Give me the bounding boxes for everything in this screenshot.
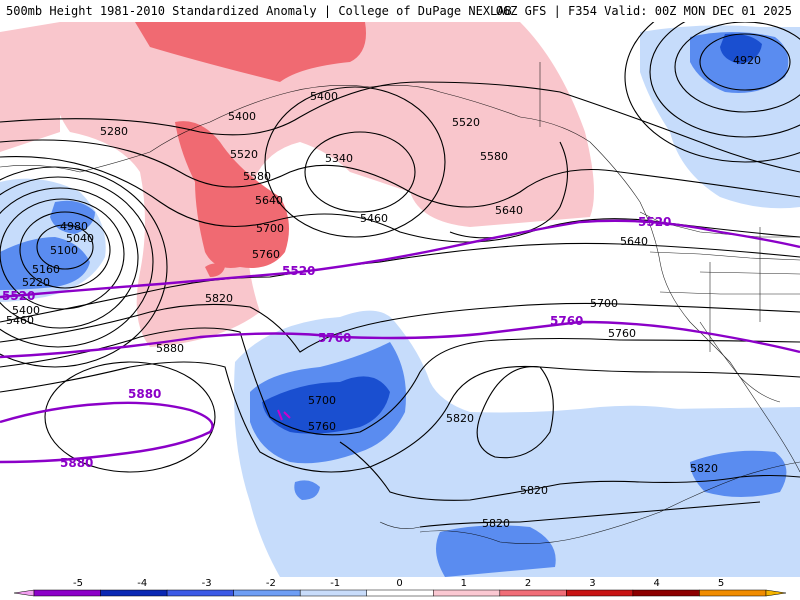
low-center-marker	[277, 409, 291, 421]
negative-anomaly-medium-southwest-blob	[294, 480, 320, 500]
contour-label: 5460	[6, 314, 34, 327]
contour-label: 5400	[310, 90, 338, 103]
legend-colorbar	[13, 589, 787, 597]
contour-label: 5580	[243, 170, 271, 183]
contour-label: 5280	[100, 125, 128, 138]
legend-tick-label: 0	[396, 578, 402, 589]
heavy-contour-label: 5880	[128, 387, 161, 401]
negative-anomaly-medium-south-bottom	[436, 525, 556, 577]
contour-label: 5760	[608, 327, 636, 340]
legend-color-swatch	[699, 589, 767, 597]
contour-label: 5640	[495, 204, 523, 217]
positive-anomaly-medium-blob	[205, 263, 225, 277]
negative-anomaly-medium-southeast	[690, 450, 787, 497]
heavy-contour-label: 5880	[60, 456, 93, 470]
contour-label: 5220	[22, 276, 50, 289]
contour-label: 5760	[252, 248, 280, 261]
legend-color-swatch	[632, 589, 700, 597]
legend-under-arrow	[13, 589, 35, 597]
contour-label: 5700	[256, 222, 284, 235]
heavy-contour-label: 5760	[318, 331, 351, 345]
legend-tick-label: 4	[654, 578, 660, 589]
contour-labels: 5280 5400 5400 5340 5520 5520 5580 5580 …	[6, 54, 761, 530]
legend-color-swatch	[100, 589, 168, 597]
legend-color-swatch	[299, 589, 367, 597]
legend-tick-label: 1	[461, 578, 467, 589]
contour-label: 5460	[360, 212, 388, 225]
contour-label: 5640	[620, 235, 648, 248]
legend-over-arrow	[765, 589, 787, 597]
heavy-contour-label: 5520	[282, 264, 315, 278]
legend-tick-label: 2	[525, 578, 531, 589]
heavy-contour-label: 5520	[2, 289, 35, 303]
legend-color-swatch	[499, 589, 567, 597]
contour-label: 4980	[60, 220, 88, 233]
contour-label: 5820	[690, 462, 718, 475]
contour-label: 5340	[325, 152, 353, 165]
contour-label: 5760	[308, 420, 336, 433]
contour-label: 5820	[482, 517, 510, 530]
legend-tick-label: 5	[718, 578, 724, 589]
contour-label: 4920	[733, 54, 761, 67]
positive-anomaly-medium-center	[175, 121, 289, 269]
negative-anomaly-dark-northeast	[720, 33, 762, 64]
contour-label: 5400	[228, 110, 256, 123]
contour-label: 5100	[50, 244, 78, 257]
legend-color-swatch	[33, 589, 101, 597]
legend-color-swatch	[233, 589, 301, 597]
legend-color-swatch	[166, 589, 234, 597]
height-contours	[0, 22, 800, 528]
positive-anomaly-light-west	[0, 22, 60, 152]
positive-anomaly-light-north	[52, 22, 594, 347]
contour-label: 5040	[66, 232, 94, 245]
negative-anomaly-dark-south	[262, 376, 390, 434]
header-bar: 500mb Height 1981-2010 Standardized Anom…	[0, 0, 800, 22]
color-legend: -5 -4 -3 -2 -1 0 1 2 3 4 5	[13, 578, 787, 597]
contour-label: 5520	[230, 148, 258, 161]
heavy-contours	[0, 219, 800, 464]
negative-anomaly-medium-west	[0, 237, 90, 290]
legend-tick-labels: -5 -4 -3 -2 -1 0 1 2 3 4 5	[73, 578, 724, 589]
contour-label: 5580	[480, 150, 508, 163]
legend-tick-label: -2	[266, 578, 276, 589]
contour-label: 5820	[205, 292, 233, 305]
heavy-contour-label: 5520	[638, 215, 671, 229]
heavy-contour-labels: 5520 5520 5520 5760 5760 5880 5880	[2, 215, 671, 470]
legend-color-swatch	[566, 589, 634, 597]
heavy-contour-label: 5760	[550, 314, 583, 328]
contour-label: 5400	[12, 304, 40, 317]
run-info: 06Z GFS | F354 Valid: 00Z MON DEC 01 202…	[495, 4, 792, 18]
legend-color-swatch	[366, 589, 434, 597]
positive-anomaly-medium-north	[135, 22, 366, 82]
legend-color-swatch	[433, 589, 501, 597]
contour-label: 5820	[520, 484, 548, 497]
legend-tick-label: 3	[589, 578, 595, 589]
contour-label: 5160	[32, 263, 60, 276]
negative-anomaly-shading	[0, 25, 800, 577]
contour-label: 5700	[308, 394, 336, 407]
product-title: 500mb Height 1981-2010 Standardized Anom…	[6, 4, 512, 18]
legend-tick-label: -3	[202, 578, 212, 589]
legend-tick-label: -1	[330, 578, 340, 589]
contour-label: 5820	[446, 412, 474, 425]
contour-label: 5640	[255, 194, 283, 207]
legend-tick-label: -5	[73, 578, 83, 589]
contour-label: 5700	[590, 297, 618, 310]
weather-map: 5280 5400 5400 5340 5520 5520 5580 5580 …	[0, 22, 800, 577]
legend-tick-label: -4	[137, 578, 147, 589]
contour-label: 5520	[452, 116, 480, 129]
negative-anomaly-light-east-strip	[600, 407, 800, 445]
contour-label: 5880	[156, 342, 184, 355]
